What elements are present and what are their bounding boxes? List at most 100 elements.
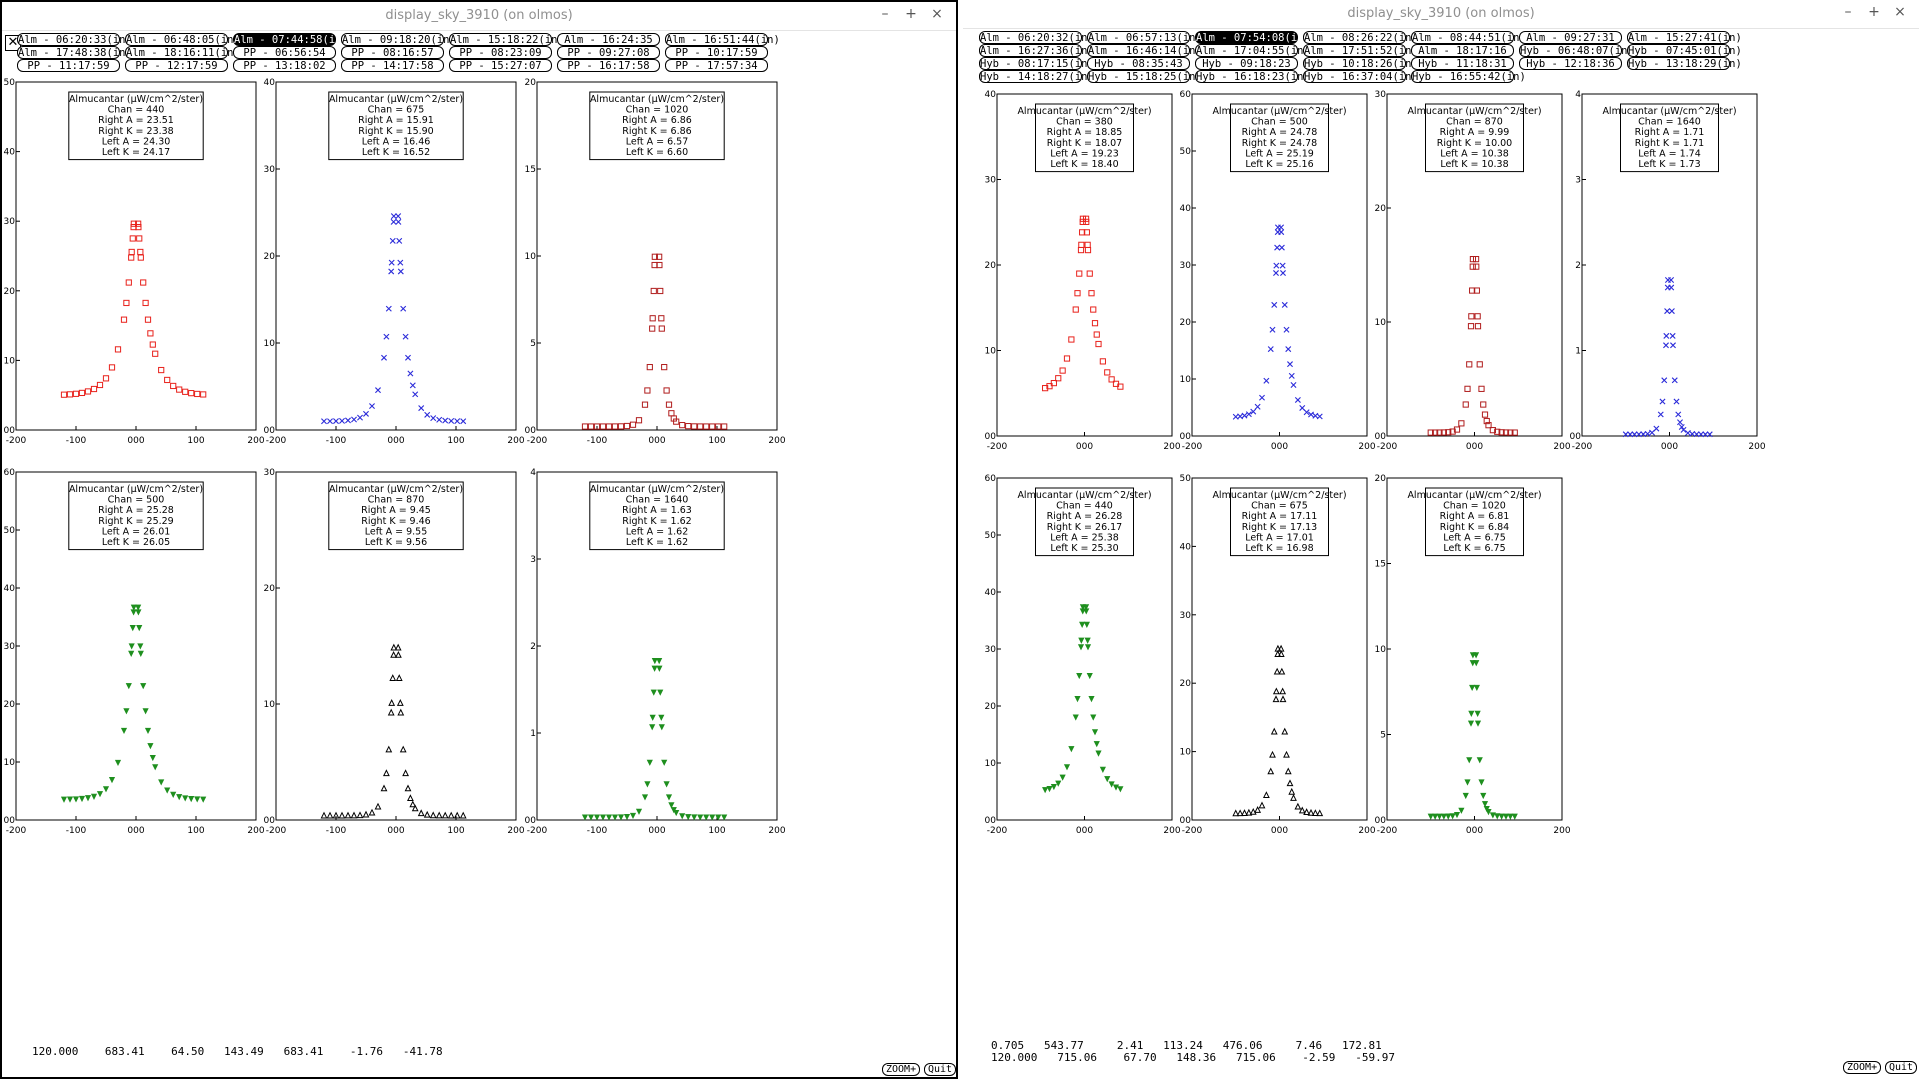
data-point [1644,430,1651,437]
time-button[interactable]: Alm - 18:16:11(in) [125,46,240,59]
time-button[interactable]: PP - 06:56:54 [233,46,336,59]
data-point [1466,361,1473,368]
legend-line: Right A = 1.63 [622,505,692,516]
data-point [1108,781,1115,788]
time-button[interactable]: Hyb - 12:18:36 [1519,57,1622,70]
time-button[interactable]: PP - 14:17:58 [341,59,444,72]
time-button[interactable]: PP - 08:23:09 [449,46,552,59]
time-button[interactable]: PP - 11:17:59 [17,59,120,72]
time-button[interactable]: Alm - 07:54:08(in) [1195,31,1310,44]
time-button[interactable]: PP - 16:17:58 [557,59,660,72]
time-button[interactable]: PP - 10:17:59 [665,46,768,59]
close-icon[interactable]: × [931,6,943,22]
x-tick-label: 000 [1466,442,1483,452]
time-button[interactable]: Hyb - 16:55:42(in) [1411,70,1526,83]
data-point [646,364,653,371]
time-button[interactable]: Alm - 16:51:44(in) [665,33,780,46]
time-button[interactable]: Alm - 09:27:31 [1519,31,1622,44]
y-tick-label: 00 [1180,816,1192,826]
data-point [1074,290,1081,297]
time-button[interactable]: Hyb - 09:18:23 [1195,57,1298,70]
y-tick-label: 20 [525,78,537,88]
data-point [605,423,613,430]
legend-line: Left A = 17.01 [1245,532,1314,543]
time-button[interactable]: Alm - 06:57:13(in) [1087,31,1202,44]
legend-title: Almucantar (µW/cm^2/ster) [1212,490,1346,501]
time-button[interactable]: Hyb - 08:35:43 [1087,57,1190,70]
data-point [1263,377,1270,384]
legend-box [1230,103,1329,173]
time-button[interactable]: PP - 09:27:08 [557,46,660,59]
time-button[interactable]: Alm - 16:46:14(in) [1087,44,1202,57]
data-point [60,796,68,803]
data-point [663,781,670,788]
legend-box [1035,487,1134,557]
time-button[interactable]: Hyb - 15:18:25(in) [1087,70,1202,83]
data-point [697,423,704,430]
time-button[interactable]: Alm - 15:27:41(in) [1627,31,1742,44]
data-point [383,333,390,340]
maximize-icon[interactable]: + [1868,4,1880,20]
data-point [1272,687,1280,695]
legend-line: Left K = 6.75 [1443,543,1505,554]
data-point [400,305,407,312]
data-point [1706,431,1713,438]
y-tick-label: 4 [1575,90,1581,100]
minimize-icon[interactable]: – [881,6,889,22]
zoom-button[interactable]: ZOOM+ [1843,1061,1882,1074]
quit-button[interactable]: Quit [924,1063,956,1076]
data-point [407,370,414,377]
data-point [1432,429,1439,436]
zoom-button[interactable]: ZOOM+ [882,1063,921,1076]
data-point [1104,369,1111,376]
data-point [176,386,183,393]
data-point [1462,401,1469,408]
time-button[interactable]: Hyb - 11:18:31 [1411,57,1514,70]
time-button[interactable]: Alm - 07:44:58(in) [233,33,348,46]
quit-button[interactable]: Quit [1885,1061,1918,1074]
time-button[interactable]: Alm - 08:26:22(in) [1303,31,1418,44]
time-button[interactable]: Alm - 17:04:55(in) [1195,44,1310,57]
time-button[interactable]: PP - 15:27:07 [449,59,552,72]
time-button[interactable]: Hyb - 14:18:27(in) [979,70,1094,83]
time-button[interactable]: PP - 17:57:34 [665,59,768,72]
y-tick-label: 60 [1180,90,1192,100]
time-button[interactable]: Alm - 17:48:38(in) [17,46,132,59]
time-button[interactable]: Alm - 18:17:16 [1411,44,1514,57]
time-button[interactable]: Hyb - 07:45:01(in) [1627,44,1742,57]
time-button[interactable]: PP - 12:17:59 [125,59,228,72]
time-button[interactable]: Alm - 16:24:35 [557,33,660,46]
time-button[interactable]: Alm - 06:20:33(in) [17,33,132,46]
time-button[interactable]: Hyb - 08:17:15(in) [979,57,1094,70]
time-button[interactable]: PP - 08:16:57 [341,46,444,59]
data-point [176,794,183,801]
data-point [1076,270,1083,277]
close-icon[interactable]: × [1894,4,1906,20]
time-button[interactable]: Alm - 08:44:51(in) [1411,31,1526,44]
time-button[interactable]: Alm - 09:18:20(in) [341,33,456,46]
data-point [404,784,412,792]
x-tick-label: 000 [387,436,404,446]
time-button[interactable]: Hyb - 16:18:23(in) [1195,70,1310,83]
time-button[interactable]: Hyb - 10:18:26(in) [1303,57,1418,70]
minimize-icon[interactable]: – [1844,4,1852,20]
time-button[interactable]: PP - 13:18:02 [233,59,336,72]
maximize-icon[interactable]: + [905,6,917,22]
time-button[interactable]: Alm - 17:51:52(in) [1303,44,1418,57]
data-point [599,814,607,821]
time-button[interactable]: Hyb - 16:37:04(in) [1303,70,1418,83]
time-button[interactable]: Alm - 16:27:36(in) [979,44,1094,57]
time-button[interactable]: Alm - 06:48:05(in) [125,33,240,46]
data-point [409,800,417,808]
data-point [1068,336,1075,343]
data-point [1635,431,1642,438]
time-button[interactable]: Hyb - 13:18:29(in) [1627,57,1742,70]
data-point [1273,667,1281,675]
legend-line: Left K = 6.60 [626,147,688,158]
time-button[interactable]: Alm - 06:20:32(in) [979,31,1094,44]
x-tick-label: -200 [266,826,287,836]
data-point [1427,429,1434,436]
legend-line: Left A = 10.38 [1440,148,1509,159]
time-button[interactable]: Alm - 15:18:22(in) [449,33,564,46]
time-button[interactable]: Hyb - 06:48:07(in) [1519,44,1634,57]
